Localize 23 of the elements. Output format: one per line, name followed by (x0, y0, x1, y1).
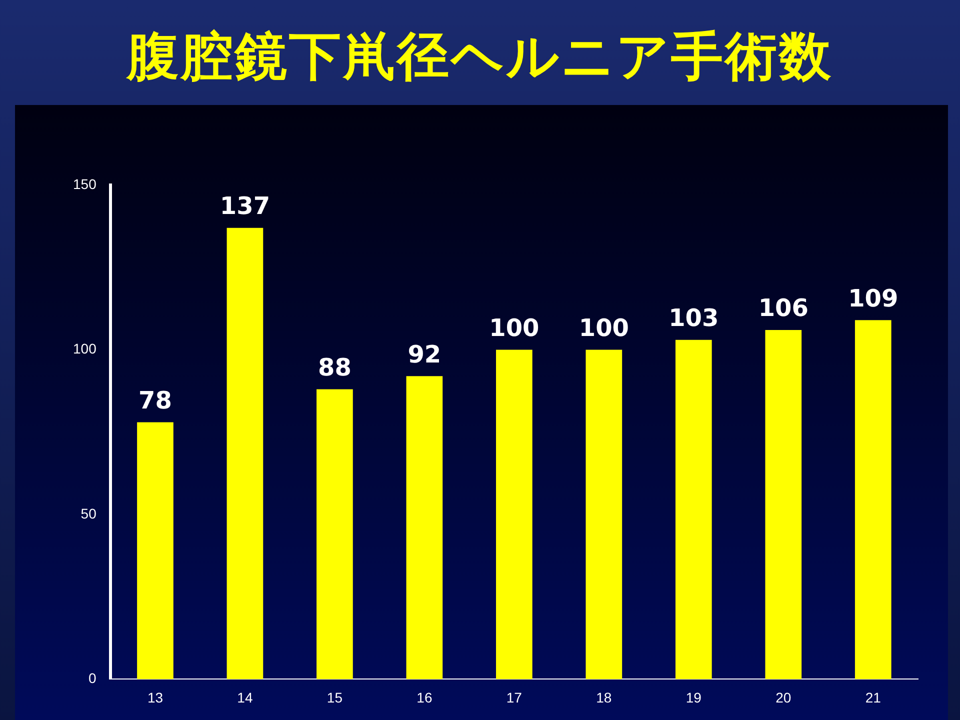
x-tick-label: 21 (865, 689, 882, 706)
x-tick-label: 17 (506, 689, 522, 706)
data-label: 78 (138, 386, 172, 414)
data-label: 100 (489, 314, 540, 342)
x-tick-label: 18 (596, 689, 612, 706)
chart-title: 腹腔鏡下鼡径ヘルニア手術数 (125, 26, 834, 89)
data-label: 92 (408, 340, 442, 368)
x-tick-label: 15 (326, 689, 343, 706)
data-label: 88 (318, 354, 352, 382)
x-tick-label: 13 (147, 689, 164, 706)
y-tick-label: 50 (80, 505, 97, 522)
data-label: 100 (578, 314, 629, 342)
data-label: 106 (758, 294, 808, 322)
y-tick-label: 0 (88, 670, 97, 686)
data-label: 109 (848, 284, 898, 312)
x-tick-label: 16 (416, 689, 432, 706)
x-tick-label: 20 (776, 689, 792, 706)
y-tick-label: 150 (73, 176, 97, 192)
data-label: 137 (220, 192, 270, 220)
data-label: 103 (668, 304, 719, 332)
y-tick-label: 100 (73, 340, 97, 357)
x-tick-label: 19 (686, 689, 702, 706)
x-tick-label: 14 (237, 689, 253, 706)
